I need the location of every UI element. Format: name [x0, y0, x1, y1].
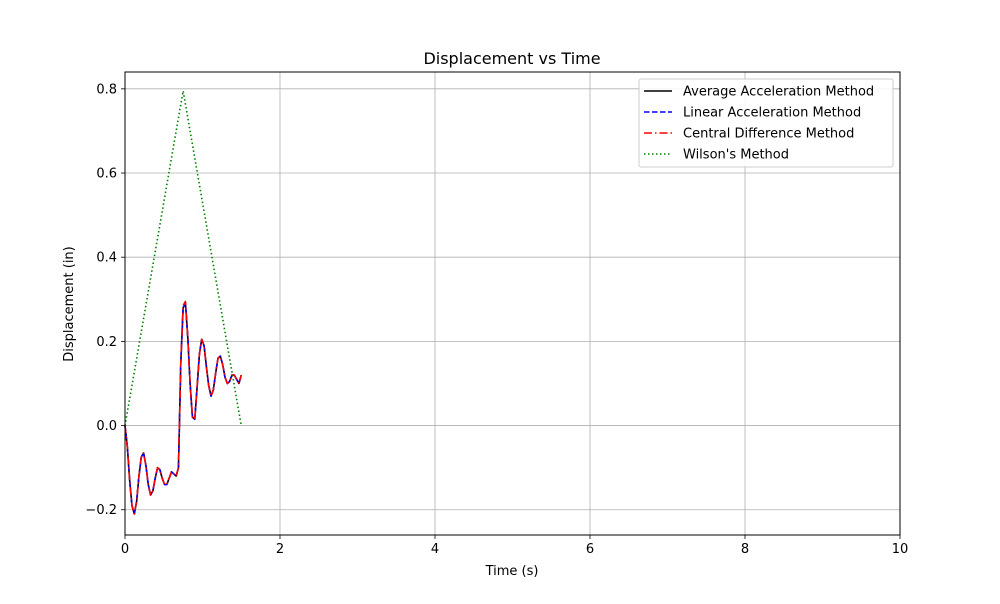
legend-label: Wilson's Method	[683, 148, 789, 163]
y-tick-label: 0.0	[96, 419, 117, 434]
chart-title: Displacement vs Time	[423, 49, 600, 68]
x-tick-label: 2	[276, 542, 284, 557]
series-layer	[124, 90, 243, 515]
series-line-3	[124, 300, 243, 515]
series-line-4	[124, 90, 243, 426]
grid	[124, 72, 901, 535]
y-tick-label: 0.6	[96, 167, 117, 182]
y-tick-label: −0.2	[85, 503, 117, 518]
legend-box	[638, 78, 894, 168]
x-tick-label: 0	[121, 542, 129, 557]
plot-frame	[124, 71, 901, 536]
legend-label: Central Difference Method	[683, 127, 854, 142]
x-tick-label: 10	[892, 542, 909, 557]
x-axis-label: Time (s)	[485, 564, 539, 579]
ticks: 0 2 4 6 8 10 −0.2 0.0 0.2 0.4 0.6 0.8	[85, 82, 908, 557]
x-tick-label: 4	[431, 542, 439, 557]
y-tick-label: 0.8	[96, 82, 117, 97]
x-tick-label: 6	[586, 542, 594, 557]
y-axis-label: Displacement (in)	[62, 246, 77, 362]
legend-label: Average Acceleration Method	[683, 85, 874, 100]
legend-label: Linear Acceleration Method	[683, 106, 861, 121]
legend: Average Acceleration Method Linear Accele…	[638, 78, 894, 168]
y-tick-label: 0.4	[96, 251, 117, 266]
y-tick-label: 0.2	[96, 335, 117, 350]
x-tick-label: 8	[741, 542, 749, 557]
